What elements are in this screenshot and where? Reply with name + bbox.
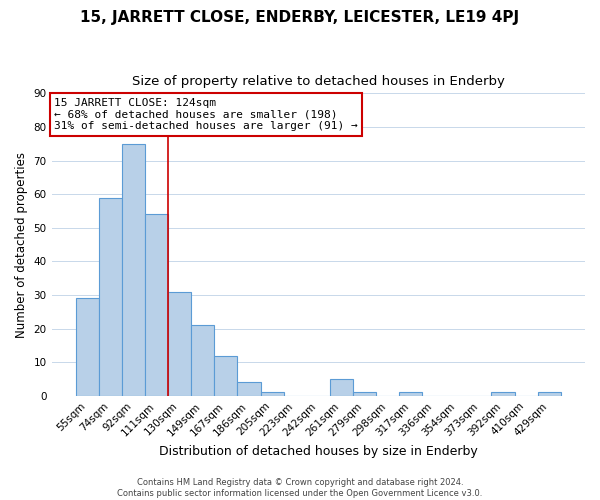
Bar [491,392,515,396]
X-axis label: Distribution of detached houses by size in Enderby: Distribution of detached houses by size … [159,444,478,458]
Bar [191,326,214,396]
Text: 15, JARRETT CLOSE, ENDERBY, LEICESTER, LE19 4PJ: 15, JARRETT CLOSE, ENDERBY, LEICESTER, L… [80,10,520,25]
Bar [99,198,122,396]
Text: 15 JARRETT CLOSE: 124sqm
← 68% of detached houses are smaller (198)
31% of semi-: 15 JARRETT CLOSE: 124sqm ← 68% of detach… [54,98,358,131]
Bar [214,356,238,396]
Bar [238,382,260,396]
Bar [538,392,561,396]
Y-axis label: Number of detached properties: Number of detached properties [15,152,28,338]
Bar [353,392,376,396]
Bar [260,392,284,396]
Bar [76,298,99,396]
Bar [168,292,191,396]
Bar [399,392,422,396]
Title: Size of property relative to detached houses in Enderby: Size of property relative to detached ho… [132,75,505,88]
Bar [122,144,145,396]
Bar [145,214,168,396]
Text: Contains HM Land Registry data © Crown copyright and database right 2024.
Contai: Contains HM Land Registry data © Crown c… [118,478,482,498]
Bar [330,379,353,396]
